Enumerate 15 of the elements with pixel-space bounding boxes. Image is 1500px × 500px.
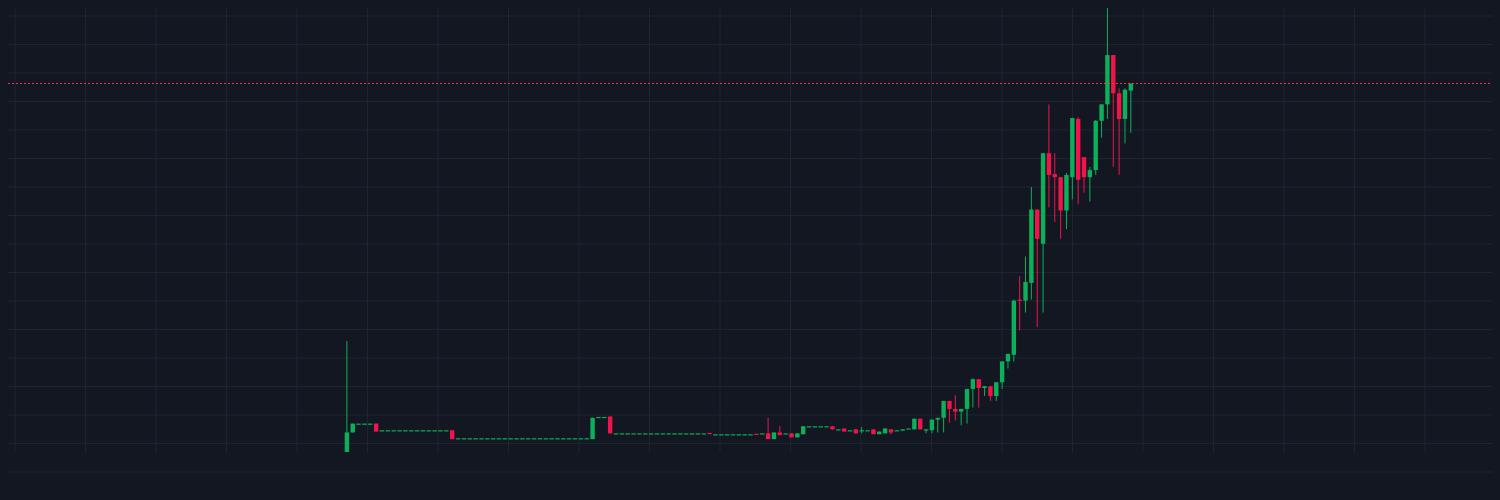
candlestick bbox=[1128, 82, 1134, 134]
candlestick bbox=[1081, 156, 1087, 194]
candlestick bbox=[999, 360, 1005, 390]
candlestick bbox=[964, 388, 970, 425]
candlestick bbox=[994, 381, 999, 402]
candlestick bbox=[1099, 103, 1104, 139]
candlestick bbox=[970, 377, 976, 409]
candlestick bbox=[1046, 103, 1052, 208]
candlestick bbox=[941, 400, 946, 433]
candlestick bbox=[1087, 166, 1093, 203]
candlestick bbox=[1017, 275, 1022, 331]
candlestick bbox=[344, 340, 350, 452]
candlestick bbox=[976, 378, 981, 409]
candlestick bbox=[923, 428, 929, 434]
candlestick bbox=[953, 394, 958, 421]
